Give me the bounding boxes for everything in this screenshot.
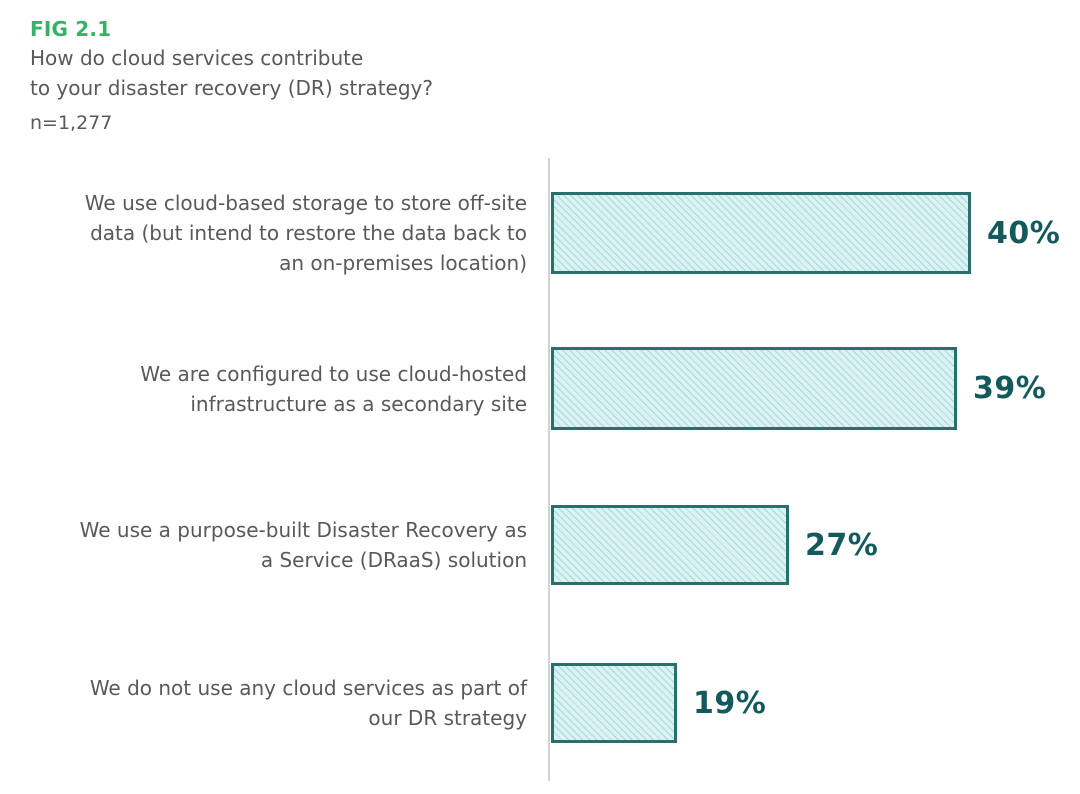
value-label: 40%: [987, 215, 1061, 251]
category-label: We use cloud-based storage to store off-…: [84, 191, 527, 275]
chart-row: We use cloud-based storage to store off-…: [0, 191, 1080, 275]
category-label: We are configured to use cloud-hosted in…: [140, 361, 527, 416]
category-label: We do not use any cloud services as part…: [89, 676, 527, 730]
bar: [551, 505, 789, 585]
y-axis-line: [548, 158, 550, 781]
chart-row: We do not use any cloud services as part…: [0, 663, 1080, 743]
bar: [551, 663, 677, 743]
category-label: We use a purpose-built Disaster Recovery…: [79, 518, 527, 572]
sample-size: n=1,277: [30, 112, 113, 134]
bar: [551, 192, 971, 274]
chart-row: We are configured to use cloud-hosted in…: [0, 347, 1080, 430]
bar-group: 27%: [551, 505, 878, 585]
chart-row: We use a purpose-built Disaster Recovery…: [0, 505, 1080, 585]
bar-group: 40%: [551, 192, 1060, 274]
bar: [551, 347, 957, 430]
bar-group: 39%: [551, 347, 1046, 430]
bar-group: 19%: [551, 663, 766, 743]
figure-title: How do cloud services contribute to your…: [30, 46, 434, 100]
value-label: 27%: [805, 527, 879, 563]
value-label: 19%: [693, 685, 767, 721]
figure-number: FIG 2.1: [30, 17, 112, 41]
value-label: 39%: [973, 371, 1047, 406]
